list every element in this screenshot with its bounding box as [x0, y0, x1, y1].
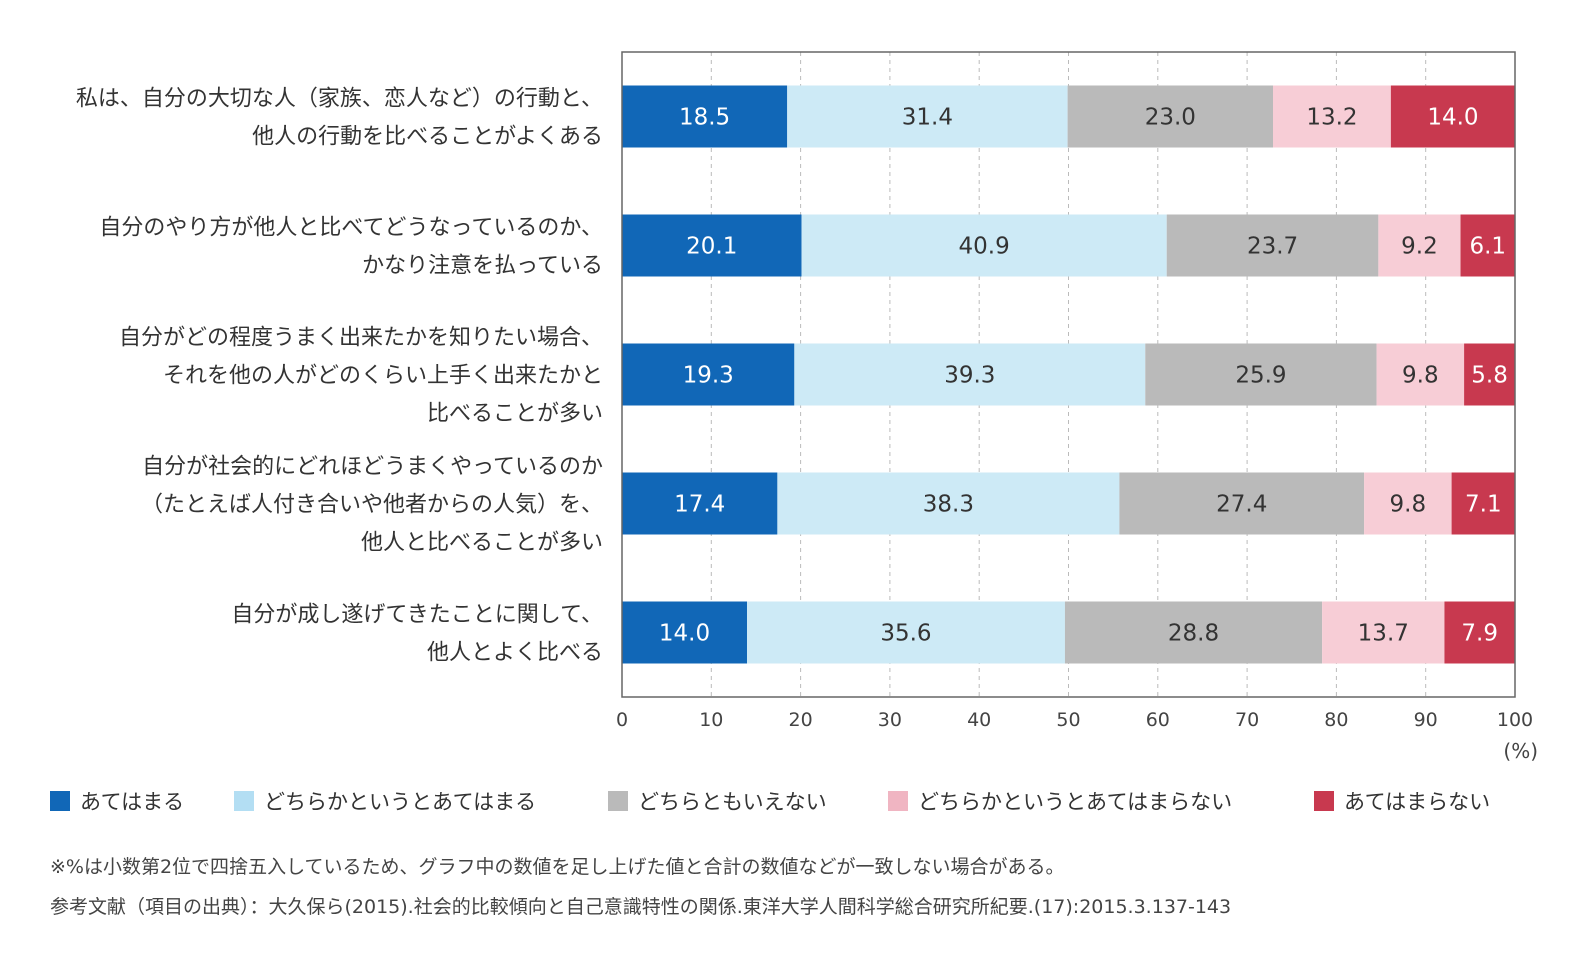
bar-segment	[1067, 85, 1273, 148]
plot-frame	[621, 51, 1516, 698]
data-label: 23.7	[1247, 234, 1298, 260]
data-label: 38.3	[923, 492, 974, 518]
data-label: 20.1	[686, 234, 737, 260]
data-label: 9.8	[1390, 492, 1427, 518]
category-label: 私は、自分の大切な人（家族、恋人など）の行動と、	[76, 87, 603, 112]
data-label: 6.1	[1469, 234, 1506, 260]
data-label: 17.4	[674, 492, 725, 518]
x-tick-label: 50	[1056, 709, 1080, 731]
data-label: 13.7	[1358, 621, 1409, 647]
data-label: 25.9	[1235, 363, 1286, 389]
category-label: 自分がどの程度うまく出来たかを知りたい場合、	[119, 326, 603, 351]
data-label: 40.9	[959, 234, 1010, 260]
bar-segment	[1444, 601, 1515, 664]
data-label: 5.8	[1471, 363, 1508, 389]
data-label: 31.4	[902, 105, 953, 131]
legend-label: どちらかというとあてはまる	[264, 790, 536, 814]
bar-segment	[1119, 472, 1365, 535]
x-tick-label: 80	[1324, 709, 1348, 731]
legend-label: あてはまる	[80, 790, 184, 814]
bar-segment	[1464, 343, 1515, 406]
data-label: 28.8	[1168, 621, 1219, 647]
x-tick-label: 90	[1414, 709, 1438, 731]
bar-segment	[1166, 214, 1379, 277]
bar-segment	[1272, 85, 1391, 148]
data-label: 35.6	[880, 621, 931, 647]
bar-segment	[1460, 214, 1515, 277]
legend-swatch	[608, 791, 628, 811]
data-label: 18.5	[679, 105, 730, 131]
x-unit-label: (%)	[1503, 739, 1538, 763]
x-tick-label: 60	[1146, 709, 1170, 731]
category-label: 他人の行動を比べることがよくある	[252, 125, 603, 150]
bar-segment	[1064, 601, 1323, 664]
data-label: 13.2	[1306, 105, 1357, 131]
bar-segment	[622, 472, 778, 535]
category-label: 自分が社会的にどれほどうまくやっているのか	[142, 455, 603, 480]
data-label: 19.3	[683, 363, 734, 389]
data-label: 27.4	[1216, 492, 1267, 518]
x-tick-label: 0	[616, 709, 628, 731]
category-label: （たとえば人付き合いや他者からの人気）を、	[141, 493, 603, 518]
footnote-reference: 参考文献（項目の出典）：大久保ら(2015).社会的比較傾向と自己意識特性の関係…	[50, 896, 1232, 918]
x-tick-label: 100	[1497, 709, 1533, 731]
legend-swatch	[888, 791, 908, 811]
x-tick-label: 70	[1235, 709, 1259, 731]
legend-swatch	[50, 791, 70, 811]
data-label: 9.8	[1402, 363, 1439, 389]
bar-segment	[1322, 601, 1445, 664]
footnote-rounding: ※%は小数第2位で四捨五入しているため、グラフ中の数値を足し上げた値と合計の数値…	[50, 856, 1065, 878]
data-label: 9.2	[1401, 234, 1438, 260]
bar-segment	[1145, 343, 1377, 406]
category-label: 自分のやり方が他人と比べてどうなっているのか、	[99, 216, 603, 241]
x-tick-label: 10	[699, 709, 723, 731]
bar-segment	[622, 214, 802, 277]
bar-segment	[1378, 214, 1461, 277]
category-label: 自分が成し遂げてきたことに関して、	[231, 603, 603, 628]
bar-segment	[794, 343, 1146, 406]
x-tick-label: 40	[967, 709, 991, 731]
category-label: 比べることが多い	[427, 402, 603, 427]
category-label: それを他の人がどのくらい上手く出来たかと	[163, 364, 603, 389]
bar-segment	[1364, 472, 1452, 535]
data-label: 14.0	[659, 621, 710, 647]
category-label: 他人と比べることが多い	[361, 531, 603, 556]
data-label: 14.0	[1427, 105, 1478, 131]
bar-segment	[622, 343, 795, 406]
bar-segment	[777, 472, 1120, 535]
bar-segment	[1451, 472, 1515, 535]
legend-label: どちらかというとあてはまらない	[918, 790, 1232, 814]
data-label: 39.3	[944, 363, 995, 389]
x-tick-label: 30	[878, 709, 902, 731]
legend-swatch	[1314, 791, 1334, 811]
data-label: 7.1	[1465, 492, 1502, 518]
bar-segment	[622, 601, 748, 664]
legend-swatch	[234, 791, 254, 811]
legend-label: どちらともいえない	[638, 790, 827, 814]
x-tick-label: 20	[789, 709, 813, 731]
bar-segment	[747, 601, 1065, 664]
bar-segment	[1376, 343, 1465, 406]
data-label: 7.9	[1461, 621, 1498, 647]
bar-segment	[787, 85, 1068, 148]
category-label: かなり注意を払っている	[362, 254, 603, 279]
bar-segment	[801, 214, 1167, 277]
category-label: 他人とよく比べる	[427, 641, 603, 666]
data-label: 23.0	[1145, 105, 1196, 131]
bar-segment	[1390, 85, 1515, 148]
legend-label: あてはまらない	[1344, 790, 1490, 814]
bar-segment	[622, 85, 788, 148]
